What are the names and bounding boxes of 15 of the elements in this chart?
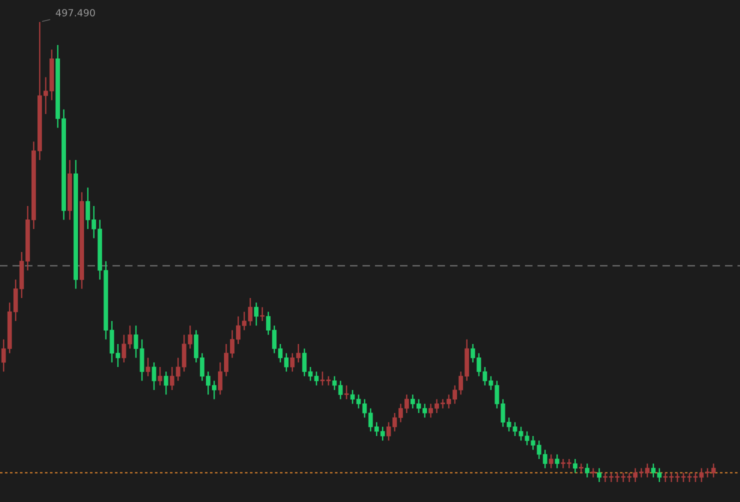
candlestick <box>158 366 162 386</box>
candlestick <box>584 462 590 478</box>
candlestick <box>260 306 265 322</box>
text: 497.490 <box>56 9 95 16</box>
candlestick <box>554 454 560 469</box>
candlestick <box>344 384 349 400</box>
candlestick <box>578 462 584 474</box>
candlestick <box>164 370 168 396</box>
candlestick <box>152 362 156 391</box>
candlestick <box>597 468 602 483</box>
candlestick <box>572 458 578 474</box>
candlestick <box>591 468 596 478</box>
candlestick <box>146 357 150 377</box>
candlestick <box>254 302 258 326</box>
candlestick <box>548 454 554 469</box>
